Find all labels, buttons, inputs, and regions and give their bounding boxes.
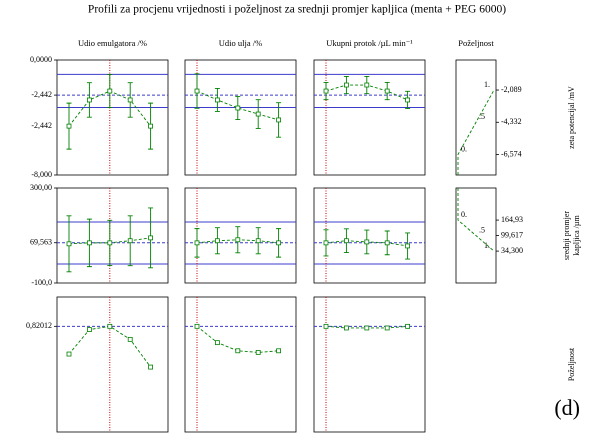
panel <box>313 296 426 433</box>
panel <box>184 187 297 284</box>
data-point <box>194 240 200 246</box>
data-point <box>364 239 370 245</box>
desirability-label: 0. <box>461 210 467 219</box>
panel <box>184 296 297 433</box>
data-point <box>214 97 220 103</box>
desirability-line <box>457 188 495 252</box>
y-tick-label: -100,0 <box>31 278 52 287</box>
data-point <box>255 238 261 244</box>
data-point <box>235 237 241 243</box>
y-tick-label: -2,442 <box>31 90 52 99</box>
data-point <box>87 97 92 103</box>
data-point <box>405 97 411 103</box>
data-point <box>214 340 220 346</box>
row-label: zeta potencijal /mV <box>567 86 576 149</box>
data-point <box>343 82 349 88</box>
y-side-label: -2,442 <box>31 121 52 130</box>
data-point <box>235 348 241 354</box>
data-point <box>364 82 370 88</box>
data-point <box>276 117 282 123</box>
y2-tick-label: 34,300 <box>501 246 523 255</box>
y2-tick-label: -6,574 <box>501 149 522 158</box>
y2-tick-label: -2,089 <box>501 85 522 94</box>
y2-tick-label: 99,617 <box>501 230 523 239</box>
data-point <box>127 336 133 342</box>
y2-tick-label: -4,332 <box>501 117 522 126</box>
row-label: kapljica /µm <box>572 215 581 256</box>
data-point <box>384 88 390 94</box>
y-tick-label: 69,563 <box>30 238 52 247</box>
data-point <box>276 240 282 246</box>
data-point <box>87 327 92 333</box>
desirability-label: 1. <box>484 241 490 250</box>
data-point <box>148 123 154 129</box>
data-point <box>66 123 72 129</box>
data-point <box>343 238 349 244</box>
data-point <box>384 240 390 246</box>
desirability-label: .5 <box>479 225 485 234</box>
data-point <box>127 97 133 103</box>
data-point <box>323 88 329 94</box>
data-point <box>343 325 349 331</box>
data-point <box>148 235 154 241</box>
panel <box>56 187 169 284</box>
data-point <box>405 323 411 329</box>
data-point <box>323 323 329 329</box>
data-point <box>107 240 113 246</box>
y2-tick-label: 164,93 <box>501 215 523 224</box>
data-point <box>107 323 113 329</box>
column-header: Udio ulja /% <box>219 38 262 48</box>
desirability-panel <box>455 59 497 176</box>
panel <box>56 59 169 176</box>
data-point <box>107 88 113 94</box>
panel <box>184 59 297 176</box>
desirability-label: .5 <box>479 112 485 121</box>
panel <box>313 59 426 176</box>
data-point <box>66 351 72 357</box>
column-header: Poželjnost <box>458 38 494 48</box>
data-point <box>235 105 241 111</box>
data-point <box>66 241 72 247</box>
desirability-label: 0. <box>461 144 467 153</box>
data-point <box>255 350 261 355</box>
y-tick-label: 300,00 <box>30 183 52 192</box>
data-point <box>364 325 370 331</box>
row-label: srednji promjer <box>562 211 571 260</box>
row-label: Poželjnost <box>567 347 576 381</box>
y-tick-label: -8,000 <box>31 170 52 179</box>
y-tick-label: 0,82012 <box>26 321 52 330</box>
data-point <box>87 240 92 246</box>
data-point <box>194 323 200 329</box>
panel <box>56 296 169 433</box>
y-tick-label: 0,0000 <box>30 55 52 64</box>
data-point <box>194 88 200 94</box>
desirability-label: 1. <box>484 80 490 89</box>
data-point <box>276 348 282 354</box>
chart-title: Profili za procjenu vrijednosti i poželj… <box>88 4 506 16</box>
annotation: (d) <box>554 395 580 420</box>
data-point <box>384 325 390 331</box>
profile-line <box>196 325 279 353</box>
column-header: Udio emulgatora /% <box>78 38 147 48</box>
data-point <box>214 238 220 244</box>
data-point <box>255 111 261 117</box>
data-point <box>148 364 154 370</box>
data-point <box>405 243 411 249</box>
panel <box>313 187 426 284</box>
data-point <box>323 240 329 246</box>
profile-line <box>196 90 279 121</box>
desirability-line <box>457 89 495 175</box>
column-header: Ukupni protok /µL min⁻¹ <box>326 38 413 48</box>
data-point <box>127 238 133 244</box>
